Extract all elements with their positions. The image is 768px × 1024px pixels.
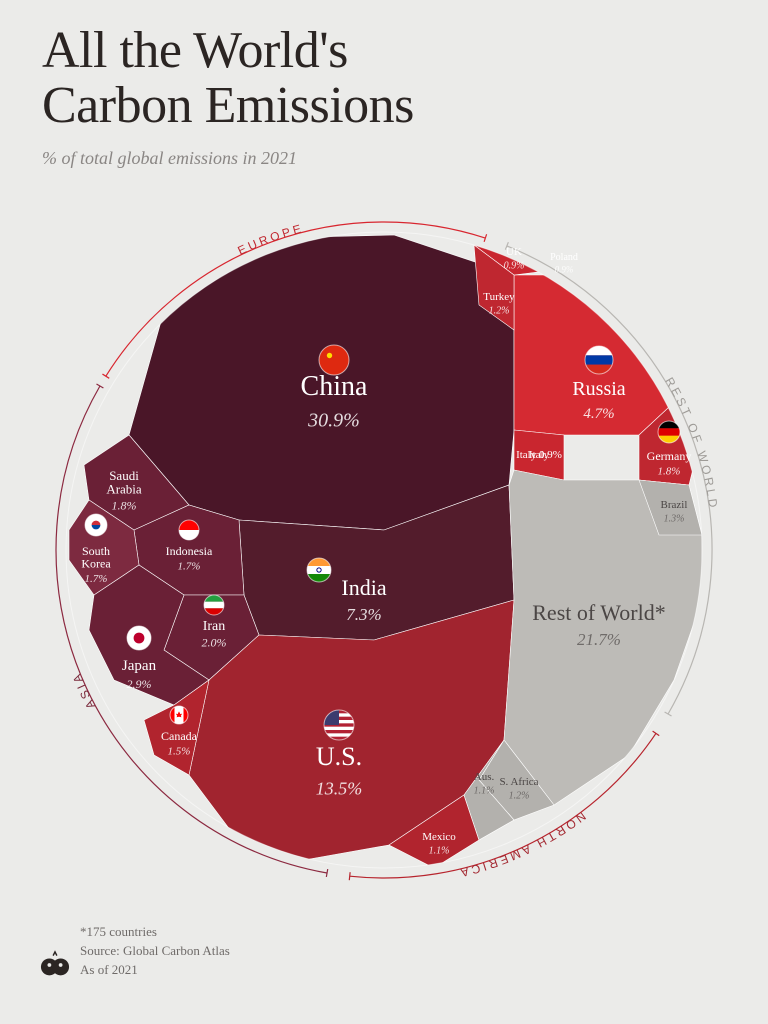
cell-pct-china: 30.9% bbox=[307, 409, 360, 431]
footnote-source: Source: Global Carbon Atlas bbox=[80, 942, 230, 961]
cell-name-canada: Canada bbox=[161, 729, 198, 743]
cell-name-germany: Germany bbox=[647, 449, 692, 463]
cell-pct-iran: 2.0% bbox=[202, 636, 227, 650]
cell-pct-indonesia: 1.7% bbox=[178, 561, 201, 573]
cell-name-iran: Iran bbox=[203, 619, 226, 634]
flag-icon-germany bbox=[658, 421, 680, 443]
cell-pct-aus: 1.1% bbox=[474, 786, 495, 797]
flag-icon-iran bbox=[204, 595, 224, 615]
cell-name-indonesia: Indonesia bbox=[166, 544, 213, 558]
title-line-1: All the World's bbox=[42, 22, 348, 79]
cell-pct-brazil: 1.3% bbox=[664, 514, 685, 525]
cell-name-mexico: Mexico bbox=[422, 831, 456, 843]
cell-pct-poland: 0.9% bbox=[555, 265, 574, 275]
cell-name-japan: Japan bbox=[122, 658, 157, 674]
cell-name-uk: UK bbox=[506, 246, 522, 258]
voronoi-chart: China30.9%India7.3%SaudiArabia1.8%Indone… bbox=[34, 200, 734, 900]
cell-pct-us: 13.5% bbox=[316, 778, 363, 798]
cell-name-us: U.S. bbox=[316, 742, 362, 771]
cell-pct-russia: 4.7% bbox=[583, 406, 614, 422]
flag-icon-canada bbox=[170, 706, 188, 724]
flag-icon-india bbox=[307, 558, 331, 582]
cell-pct-skorea: 1.7% bbox=[85, 573, 108, 585]
page-subtitle: % of total global emissions in 2021 bbox=[42, 148, 297, 169]
flag-icon-us bbox=[324, 710, 354, 740]
cell-name-brazil: Brazil bbox=[661, 499, 688, 511]
flag-icon-skorea bbox=[85, 514, 107, 536]
cell-pct-india: 7.3% bbox=[346, 605, 381, 624]
cell-name-aus: Aus. bbox=[474, 771, 495, 783]
cell-name-turkey: Turkey bbox=[483, 291, 515, 303]
footnote-asof: As of 2021 bbox=[80, 961, 230, 980]
cell-name-poland: Poland bbox=[550, 252, 578, 263]
cell-name-china: China bbox=[301, 371, 368, 402]
footnote-countries: *175 countries bbox=[80, 923, 230, 942]
flag-icon-japan bbox=[127, 626, 151, 650]
region-label-asia: ASIA bbox=[69, 669, 98, 711]
title-line-2: Carbon Emissions bbox=[42, 77, 414, 134]
cell-pct-uk: 0.9% bbox=[504, 261, 525, 272]
publisher-logo-icon bbox=[40, 950, 70, 980]
cell-name-italy: Italy 0.9% bbox=[516, 449, 562, 461]
cell-name-safrica: S. Africa bbox=[499, 776, 538, 788]
cell-pct-canada: 1.5% bbox=[168, 746, 191, 758]
page-title: All the World's Carbon Emissions bbox=[42, 24, 414, 133]
cell-pct-safrica: 1.2% bbox=[509, 791, 530, 802]
footnote: *175 countries Source: Global Carbon Atl… bbox=[80, 923, 230, 980]
cell-pct-germany: 1.8% bbox=[658, 466, 681, 478]
cell-name-row: Rest of World* bbox=[532, 600, 665, 625]
cell-pct-mexico: 1.1% bbox=[429, 846, 450, 857]
cell-pct-japan: 2.9% bbox=[127, 677, 152, 691]
cell-name-skorea: Korea bbox=[81, 557, 111, 571]
flag-icon-russia bbox=[585, 346, 613, 374]
cell-pct-saudi: 1.8% bbox=[112, 498, 137, 512]
cell-pct-turkey: 1.2% bbox=[489, 306, 510, 317]
cell-name-saudi: Arabia bbox=[106, 482, 142, 497]
cell-name-india: India bbox=[341, 575, 386, 600]
flag-icon-indonesia bbox=[179, 520, 199, 540]
cell-pct-row: 21.7% bbox=[577, 630, 621, 649]
cell-name-russia: Russia bbox=[572, 378, 625, 400]
